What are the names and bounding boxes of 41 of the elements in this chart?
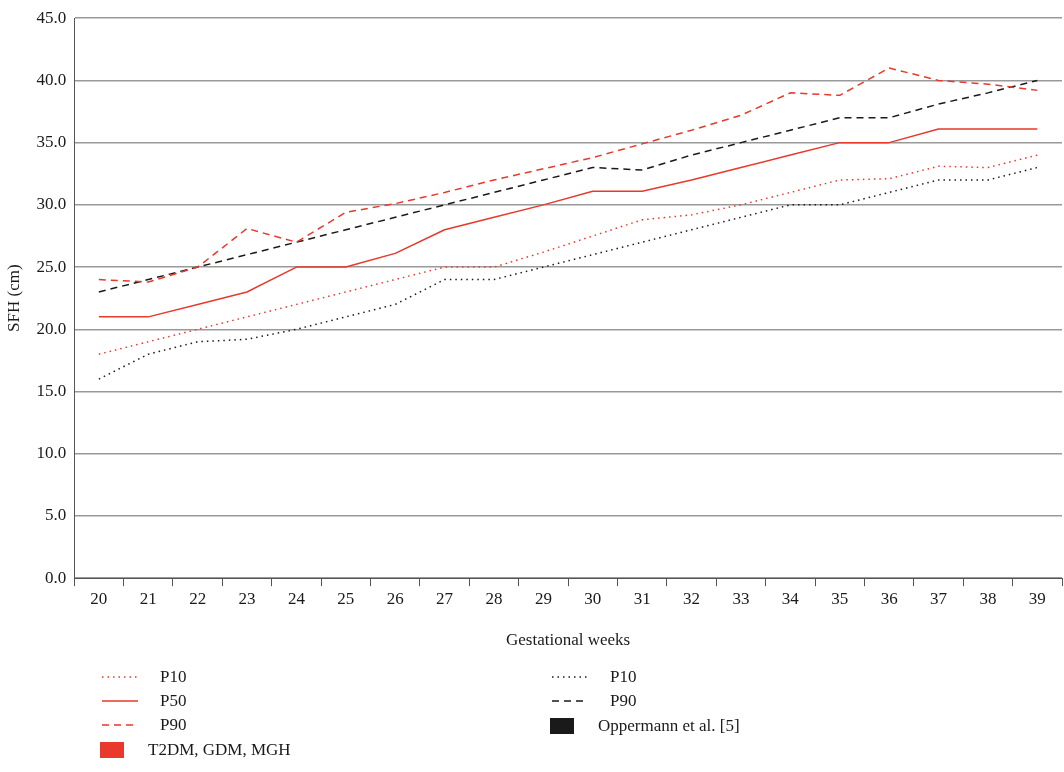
text: T2DM, GDM, MGH xyxy=(148,740,291,760)
y-tick-label: 15.0 xyxy=(36,381,67,400)
y-tick-label: 25.0 xyxy=(36,256,67,276)
x-tick-label: 35 xyxy=(831,588,849,608)
x-tick-label: 22 xyxy=(189,588,207,608)
x-tick-label: 27 xyxy=(436,588,454,608)
x-tick-label: 30 xyxy=(584,588,602,608)
legend-label: P10 xyxy=(610,667,637,687)
x-tick-label: 36 xyxy=(880,588,898,608)
x-tick-label: 33 xyxy=(732,588,750,608)
x-tick-label: 32 xyxy=(683,588,701,608)
x-tick-label: 34 xyxy=(781,588,800,608)
x-tick-label: 20 xyxy=(90,588,108,608)
x-tick-label: 38 xyxy=(979,588,997,608)
y-tick-label: 45.0 xyxy=(36,7,67,27)
x-axis-title: Gestational weeks xyxy=(506,630,631,650)
x-tick-label: 24 xyxy=(287,588,306,608)
x-tick-label: 37 xyxy=(930,588,948,608)
x-tick-label: 39 xyxy=(1028,588,1046,608)
y-tick-label: 30.0 xyxy=(36,194,67,214)
text: Oppermann et al. [5] xyxy=(598,716,740,736)
x-tick-label: 29 xyxy=(534,588,552,608)
legend-label: P90 xyxy=(160,715,187,735)
legend-label: P10 xyxy=(160,667,187,687)
x-tick-label: 26 xyxy=(386,588,404,608)
x-tick-label: 31 xyxy=(633,588,651,608)
y-tick-label: 20.0 xyxy=(36,318,67,338)
legend-label: P50 xyxy=(160,691,187,711)
y-tick-label: 0.0 xyxy=(44,567,67,587)
x-tick-label: 25 xyxy=(337,588,355,608)
x-tick-label: 28 xyxy=(485,588,503,608)
line-series xyxy=(98,154,1039,355)
x-tick-label: 21 xyxy=(139,588,157,608)
y-axis-title: SFH (cm) xyxy=(3,264,23,332)
legend-label: P90 xyxy=(610,691,637,711)
y-tick-label: 5.0 xyxy=(44,505,67,525)
y-tick-label: 10.0 xyxy=(36,443,67,463)
y-tick-label: 40.0 xyxy=(36,69,67,89)
y-tick-label: 35.0 xyxy=(36,132,67,152)
x-tick-label: 23 xyxy=(238,588,256,608)
line-series xyxy=(98,166,1039,380)
